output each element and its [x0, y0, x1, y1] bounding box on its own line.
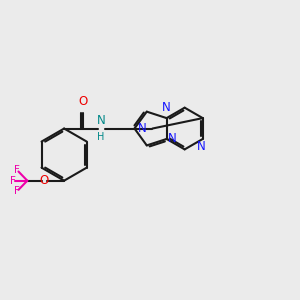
Text: N: N [97, 114, 105, 127]
Text: N: N [168, 133, 177, 146]
Text: O: O [78, 95, 87, 108]
Text: H: H [97, 132, 105, 142]
Text: F: F [14, 165, 20, 175]
Text: N: N [138, 122, 146, 135]
Text: O: O [40, 174, 49, 187]
Text: N: N [162, 100, 171, 113]
Text: F: F [10, 176, 16, 186]
Text: F: F [14, 186, 20, 196]
Text: N: N [197, 140, 206, 154]
